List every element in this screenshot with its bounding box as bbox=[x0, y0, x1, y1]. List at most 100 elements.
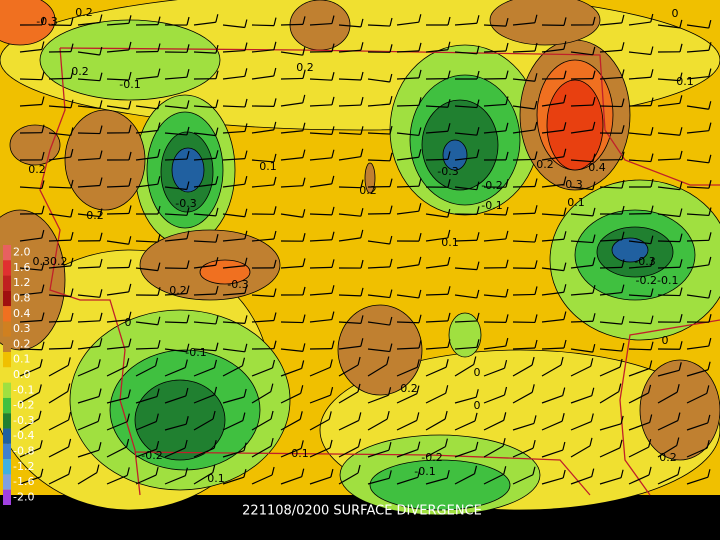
barb-flag bbox=[358, 412, 362, 421]
barb-staff bbox=[396, 321, 420, 324]
barb-flag bbox=[357, 438, 362, 447]
barb-flag bbox=[273, 98, 277, 107]
barb-staff bbox=[686, 24, 709, 29]
barb-flag bbox=[386, 356, 390, 365]
barb-flag bbox=[302, 149, 306, 158]
barb-staff bbox=[541, 213, 564, 217]
barb-flag bbox=[679, 314, 683, 323]
barb-flag bbox=[128, 283, 132, 293]
barb-flag bbox=[650, 288, 654, 297]
barb-flag bbox=[476, 149, 480, 158]
barb-flag bbox=[648, 438, 652, 448]
barb-staff bbox=[77, 51, 100, 56]
barb-staff bbox=[251, 159, 274, 163]
barb-flag bbox=[331, 15, 335, 24]
barb-staff bbox=[541, 318, 564, 323]
barb-flag bbox=[388, 442, 392, 451]
barb-staff bbox=[135, 156, 158, 161]
barb-staff bbox=[396, 393, 418, 404]
barb-flag bbox=[679, 150, 683, 160]
barb-flag bbox=[244, 285, 248, 294]
barb-staff bbox=[396, 366, 418, 377]
barb-staff bbox=[512, 347, 536, 350]
barb-staff bbox=[657, 24, 680, 29]
barb-flag bbox=[563, 207, 567, 216]
barb-staff bbox=[309, 239, 332, 242]
barb-flag bbox=[360, 315, 364, 324]
barb-staff bbox=[19, 78, 43, 81]
barb-staff bbox=[193, 183, 216, 188]
barb-staff bbox=[512, 212, 536, 215]
barb-flag bbox=[650, 205, 654, 214]
barb-flag bbox=[476, 339, 480, 348]
barb-flag bbox=[273, 259, 277, 269]
barb-flag bbox=[679, 181, 683, 190]
barb-staff bbox=[135, 365, 156, 377]
barb-staff bbox=[367, 132, 391, 135]
barb-staff bbox=[483, 24, 507, 27]
barb-staff bbox=[628, 321, 651, 325]
barb-staff bbox=[251, 75, 274, 80]
barb-flag bbox=[97, 413, 101, 422]
barb-flag bbox=[708, 42, 712, 51]
barb-flag bbox=[534, 286, 538, 295]
contour-label: 0.2 bbox=[71, 65, 89, 78]
barb-flag bbox=[503, 386, 508, 396]
barb-flag bbox=[679, 95, 683, 104]
contour-label: 0 bbox=[474, 399, 481, 412]
barb-staff bbox=[106, 185, 130, 188]
barb-flag bbox=[563, 70, 567, 79]
barb-flag bbox=[589, 437, 593, 447]
legend-label: 0.3 bbox=[13, 322, 31, 335]
barb-staff bbox=[483, 473, 504, 485]
contour-label: 0.2 bbox=[28, 163, 46, 176]
barb-flag bbox=[70, 312, 74, 322]
color-bar: 2.0 1.6 1.2 0.8 0.4 0.3 0.2 0.1 0.0 -0.1 -0.2 -0.3 -… bbox=[3, 245, 34, 505]
barb-staff bbox=[280, 367, 302, 377]
barb-flag bbox=[273, 17, 277, 26]
barb-staff bbox=[454, 51, 477, 55]
barb-staff bbox=[628, 265, 651, 269]
barb-flag bbox=[186, 100, 190, 109]
barb-staff bbox=[193, 418, 214, 431]
barb-staff bbox=[251, 391, 272, 404]
barb-flag bbox=[360, 18, 364, 27]
barb-flag bbox=[532, 440, 536, 449]
barb-staff bbox=[77, 132, 101, 135]
barb-staff bbox=[222, 476, 245, 485]
barb-staff bbox=[280, 265, 303, 269]
barb-flag bbox=[128, 41, 132, 51]
barb-flag bbox=[677, 412, 681, 421]
barb-flag bbox=[213, 440, 217, 449]
barb-staff bbox=[599, 291, 622, 296]
barb-flag bbox=[331, 126, 335, 135]
legend-label: 1.6 bbox=[13, 261, 31, 274]
barb-flag bbox=[444, 438, 448, 447]
barb-staff bbox=[222, 24, 245, 29]
barb-staff bbox=[454, 294, 477, 299]
barb-flag bbox=[447, 70, 451, 79]
barb-flag bbox=[128, 15, 132, 24]
barb-staff bbox=[77, 472, 98, 485]
barb-flag bbox=[708, 289, 712, 299]
barb-flag bbox=[563, 41, 567, 50]
barb-flag bbox=[650, 127, 654, 136]
barb-flag bbox=[302, 94, 306, 104]
barb-flag bbox=[302, 258, 306, 267]
barb-staff bbox=[106, 22, 129, 26]
barb-staff bbox=[338, 24, 361, 28]
barb-flag bbox=[98, 388, 102, 397]
barb-flag bbox=[389, 258, 393, 268]
barb-flag bbox=[592, 207, 596, 217]
barb-flag bbox=[330, 468, 334, 478]
barb-flag bbox=[186, 343, 190, 352]
barb-flag bbox=[215, 207, 219, 217]
barb-staff bbox=[628, 367, 650, 377]
barb-staff bbox=[164, 423, 187, 431]
barb-staff bbox=[106, 421, 128, 431]
barb-flag bbox=[418, 314, 422, 323]
barb-staff bbox=[19, 319, 42, 323]
barb-flag bbox=[273, 153, 277, 163]
barb-flag bbox=[273, 312, 277, 321]
barb-staff bbox=[628, 446, 649, 458]
